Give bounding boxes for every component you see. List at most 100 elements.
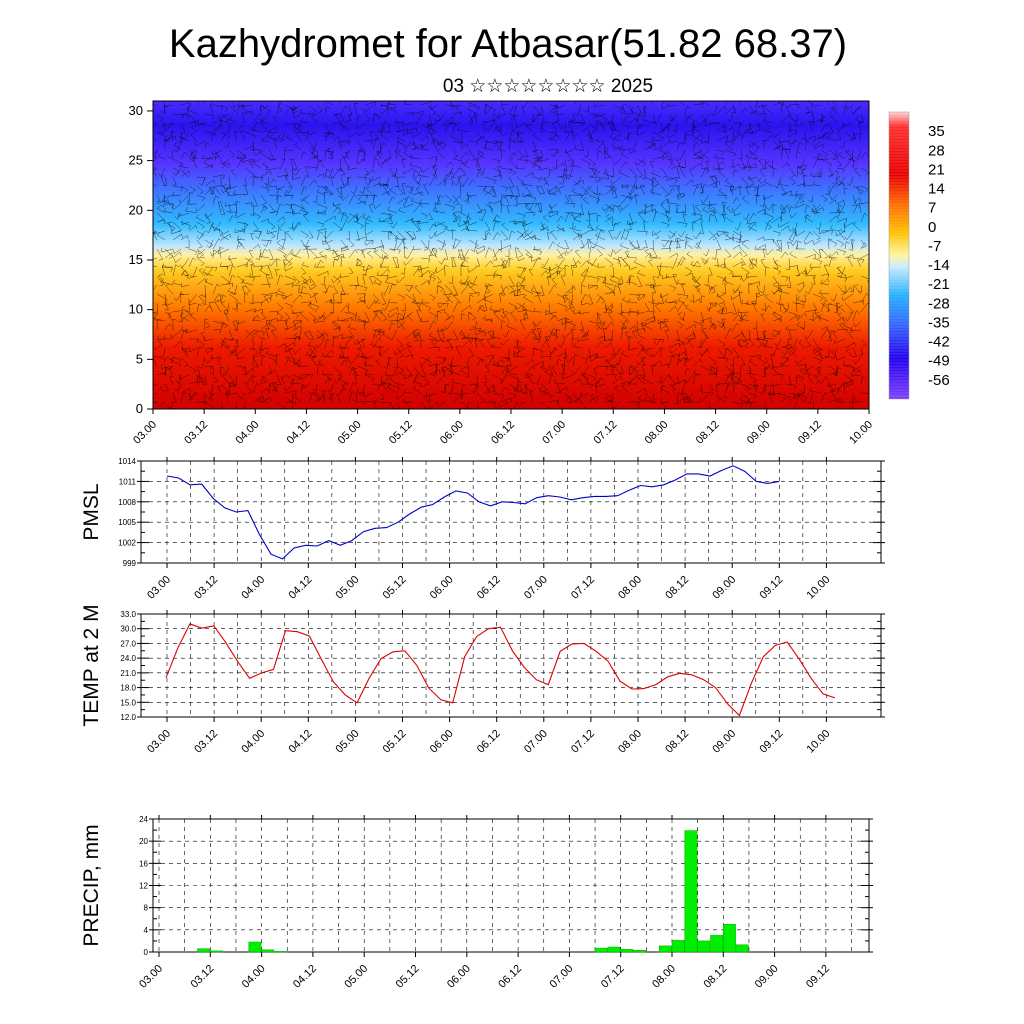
y-tick-label: 10 xyxy=(129,302,143,317)
x-tick-label: 06.12 xyxy=(489,419,517,447)
x-tick-label: 04.00 xyxy=(240,963,268,991)
x-tick-label: 09.00 xyxy=(710,728,738,756)
wind-barb-field xyxy=(153,101,869,409)
x-tick-label: 04.12 xyxy=(286,574,314,602)
y-tick-label: 1002 xyxy=(118,539,136,548)
y-tick-label: 25 xyxy=(129,153,143,168)
y-tick-label: 27.0 xyxy=(120,639,136,648)
x-tick-label: 03.12 xyxy=(192,728,220,756)
y-tick-label: 1005 xyxy=(118,518,136,527)
x-tick-label: 07.00 xyxy=(522,574,550,602)
colorbar-label: 0 xyxy=(928,219,936,236)
x-tick-label: 03.00 xyxy=(137,963,165,991)
cross-section-y-axis: 0 5 10 15 20 25 30 xyxy=(129,103,153,416)
colorbar-frame xyxy=(888,111,910,400)
x-tick-label: 03.12 xyxy=(182,419,210,447)
x-tick-label: 06.00 xyxy=(438,419,466,447)
plot-frame xyxy=(140,460,882,564)
x-tick-label: 03.00 xyxy=(131,419,159,447)
y-tick-label: 5 xyxy=(136,351,143,366)
cross-section-panel: 0 5 10 15 20 25 30 03.00 03.12 04.00 04.12 05.00 05… xyxy=(129,100,875,447)
y-tick-label: 18.0 xyxy=(120,684,136,693)
precip-bar xyxy=(594,947,608,953)
x-tick-label: 10.00 xyxy=(847,419,875,447)
x-tick-label: 08.00 xyxy=(616,574,644,602)
precip-bar xyxy=(671,940,685,953)
page-title: Kazhydromet for Atbasar(51.82 68.37) xyxy=(169,22,847,66)
y-tick-label: 20 xyxy=(129,202,143,217)
precip-bar xyxy=(620,948,634,953)
x-tick-label: 03.00 xyxy=(145,728,173,756)
x-tick-label: 08.12 xyxy=(694,419,722,447)
x-tick-label: 06.00 xyxy=(428,728,456,756)
x-tick-label: 08.00 xyxy=(650,963,678,991)
y-tick-label: 999 xyxy=(123,559,137,568)
plot-frame xyxy=(152,818,870,953)
y-tick-label: 0 xyxy=(144,948,149,957)
temp-panel: 12.0 15.0 18.0 21.0 24.0 27.0 30.0 33.0 03.00 03.… xyxy=(80,604,885,756)
x-tick-label: 05.12 xyxy=(381,728,409,756)
colorbar-label: 14 xyxy=(928,181,945,198)
x-tick-label: 09.00 xyxy=(710,574,738,602)
y-tick-label: 33.0 xyxy=(120,610,136,619)
cross-section-field xyxy=(153,101,869,409)
y-axis-label: PMSL xyxy=(80,483,103,540)
plot-frame xyxy=(140,613,882,718)
y-axis-label: PRECIP, mm xyxy=(80,824,103,946)
y-tick-label: 8 xyxy=(144,904,149,913)
x-tick-label: 07.12 xyxy=(569,574,597,602)
colorbar: 35 28 21 14 7 0 -7 -14 -21 -28 -35 -42 -49 -56 xyxy=(888,111,950,400)
y-tick-label: 24.0 xyxy=(120,654,136,663)
colorbar-label: -7 xyxy=(928,238,941,255)
x-tick-label: 04.12 xyxy=(285,419,313,447)
precip-bar xyxy=(735,944,749,953)
pmsl-panel: 999 1002 1005 1008 1011 1014 03.00 03.12 04.00 04… xyxy=(80,457,885,602)
x-tick-label: 06.12 xyxy=(475,574,503,602)
y-tick-label: 30.0 xyxy=(120,625,136,634)
y-tick-label: 15 xyxy=(129,252,143,267)
y-axis-label: TEMP at 2 M xyxy=(80,604,103,726)
y-tick-label: 1014 xyxy=(118,457,136,466)
y-tick-label: 30 xyxy=(129,103,143,118)
colorbar-label: -49 xyxy=(928,353,950,370)
colorbar-stripes xyxy=(889,113,909,397)
x-tick-label: 09.00 xyxy=(753,963,781,991)
x-tick-label: 09.12 xyxy=(757,728,785,756)
precip-bar xyxy=(658,945,672,953)
x-tick-label: 07.00 xyxy=(548,963,576,991)
x-tick-label: 07.00 xyxy=(522,728,550,756)
x-tick-label: 06.12 xyxy=(496,963,524,991)
y-tick-label: 20 xyxy=(139,837,148,846)
y-tick-label: 12 xyxy=(139,882,148,891)
x-tick-label: 10.00 xyxy=(805,574,833,602)
x-tick-label: 06.00 xyxy=(445,963,473,991)
x-tick-label: 09.12 xyxy=(796,419,824,447)
precip-bar xyxy=(274,951,287,953)
colorbar-label: 21 xyxy=(928,161,945,178)
x-tick-label: 04.12 xyxy=(291,963,319,991)
colorbar-label: 28 xyxy=(928,142,945,159)
x-tick-label: 06.00 xyxy=(428,574,456,602)
x-tick-label: 07.12 xyxy=(591,419,619,447)
precip-bar xyxy=(697,940,711,953)
x-tick-label: 03.12 xyxy=(192,574,220,602)
y-tick-label: 1008 xyxy=(118,498,136,507)
precip-bar xyxy=(261,949,275,953)
precip-bar xyxy=(684,830,698,953)
x-tick-label: 05.00 xyxy=(334,728,362,756)
precip-bar xyxy=(710,935,724,953)
precip-bar xyxy=(248,941,262,953)
page-subtitle: 03 ☆☆☆☆☆☆☆☆ 2025 xyxy=(443,76,653,97)
colorbar-gradient xyxy=(889,112,909,399)
x-tick-label: 05.12 xyxy=(387,419,415,447)
precip-bar xyxy=(607,946,621,953)
y-tick-label: 1011 xyxy=(119,477,137,486)
colorbar-label: 35 xyxy=(928,123,945,140)
y-tick-label: 16 xyxy=(139,859,148,868)
precip-panel: 0 4 8 12 16 20 24 03.00 03.12 04.00 04.12 05.00 05.1… xyxy=(80,815,873,991)
y-tick-label: 15.0 xyxy=(120,698,136,707)
x-tick-label: 08.12 xyxy=(701,963,729,991)
y-tick-label: 12.0 xyxy=(120,713,136,722)
temp-line xyxy=(165,623,836,717)
